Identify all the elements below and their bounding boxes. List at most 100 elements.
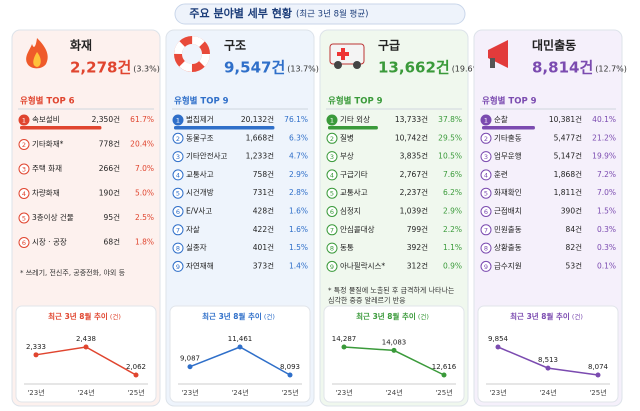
note-line: * 특정 물질에 노출된 후 급격하게 나타나는 [328,286,455,295]
trend-value: 14,083 [382,338,407,346]
rank: 7 [330,226,334,234]
row-label: 자살 [186,225,200,234]
row-label: 동물구조 [186,133,214,142]
row-count: 2,350건 [92,114,120,124]
trend-value: 14,287 [332,335,357,343]
row-pct: 40.1% [592,115,616,124]
icon-cross-h [337,52,349,56]
trend-year: '25년 [127,388,144,397]
rank-badge [18,188,30,199]
rank: 1 [484,117,488,125]
trend-value: 2,333 [26,343,46,351]
trend-title: 최근 3년 8월 추이 [202,311,262,321]
row-count: 53건 [566,260,583,270]
row-pct: 61.7% [130,115,154,124]
rank: 9 [484,263,488,271]
rank-badge [18,139,30,150]
note-line: * 쓰레기, 전신주, 공중전화, 야외 등 [20,268,126,277]
trend-point [83,344,89,350]
rank: 2 [22,141,26,149]
panel-share: (12.7%) [595,65,627,74]
trend-point [133,372,139,378]
row-label: 속보설비 [32,115,60,124]
row-label: 3층이상 건물 [32,212,74,222]
row-count: 390건 [561,206,582,216]
trend-year: '25년 [281,388,298,397]
row-label: E/V사고 [186,207,212,216]
trend-point [495,344,501,350]
row-count: 20,132건 [241,114,274,124]
row-count: 392건 [407,242,428,252]
rank: 4 [484,171,488,179]
row-bar [482,126,535,130]
row-pct: 7.6% [443,170,462,179]
trend-year: '24년 [231,388,248,397]
row-pct: 2.8% [289,188,308,197]
trend-year: '23년 [181,388,198,397]
row-count: 84건 [566,224,583,234]
rank: 5 [484,190,488,198]
row-label: 기타화재* [32,140,64,149]
row-label: 민원출동 [494,224,522,234]
rank: 3 [176,153,180,161]
rank: 9 [330,263,334,271]
top-label: 유형별 TOP 6 [20,96,75,107]
row-count: 5,147건 [554,151,582,161]
trend-value: 8,074 [588,363,609,371]
row-label: 벌집제거 [186,114,214,124]
row-pct: 5.0% [135,189,154,198]
row-pct: 19.9% [592,152,616,161]
trend-point [341,344,347,350]
row-count: 1,868건 [554,169,582,179]
row-pct: 2.9% [443,207,462,216]
trend-unit: (건) [264,312,275,321]
row-label: 구급기타 [340,170,368,179]
note-line: 심각한 중증 알레르기 반응 [328,296,406,305]
note: * 특정 물질에 노출된 후 급격하게 나타나는 심각한 중증 알레르기 반응 [328,286,455,305]
rank: 3 [330,153,334,161]
trend-value: 2,062 [126,363,146,371]
panel-total: 13,662건 [378,59,450,77]
row-count: 1,668건 [246,132,274,142]
row-bar [20,126,102,130]
rank-badge [18,237,30,248]
trend-title: 최근 3년 8월 추이 [48,311,108,321]
row-label: 화재확인 [494,187,522,197]
row-pct: 29.5% [438,133,462,142]
trend-point [287,372,293,378]
rank-badge [480,151,492,163]
row-pct: 0.3% [597,243,616,252]
panel-share: (19.6%) [452,65,484,74]
icon-buoy-band [174,36,210,72]
row-pct: 10.5% [438,152,462,161]
rank-badge [326,242,338,254]
row-count: 2,767건 [400,169,428,179]
trend-value: 9,087 [180,355,200,363]
row-label: 기타 외상 [340,114,370,124]
rank-badge [172,206,184,217]
rank-badge [172,114,184,126]
rank-badge [326,114,338,126]
row-label: 차량화재 [32,189,60,198]
trend-year: '25년 [435,388,452,397]
trend-box [323,305,465,403]
trend-value: 8,093 [280,363,300,371]
row-count: 373건 [253,260,274,270]
subtitle: (최근 3년 8월 평균) [296,9,368,20]
row-label: 심정지 [340,206,361,216]
row-pct: 1.1% [443,243,462,252]
row-label: 근접배치 [494,207,522,216]
trend-unit: (건) [110,312,121,321]
row-pct: 2.9% [289,170,308,179]
trend-value: 8,513 [538,356,558,364]
rank-badge [480,132,492,144]
rank-badge [172,132,184,144]
rank-badge [172,242,184,254]
row-label: 교통사고 [340,188,368,197]
rank: 4 [330,171,334,179]
rank: 2 [330,135,334,143]
row-pct: 2.5% [135,213,154,222]
row-count: 1,233건 [246,151,274,161]
trend-value: 2,438 [76,335,96,343]
